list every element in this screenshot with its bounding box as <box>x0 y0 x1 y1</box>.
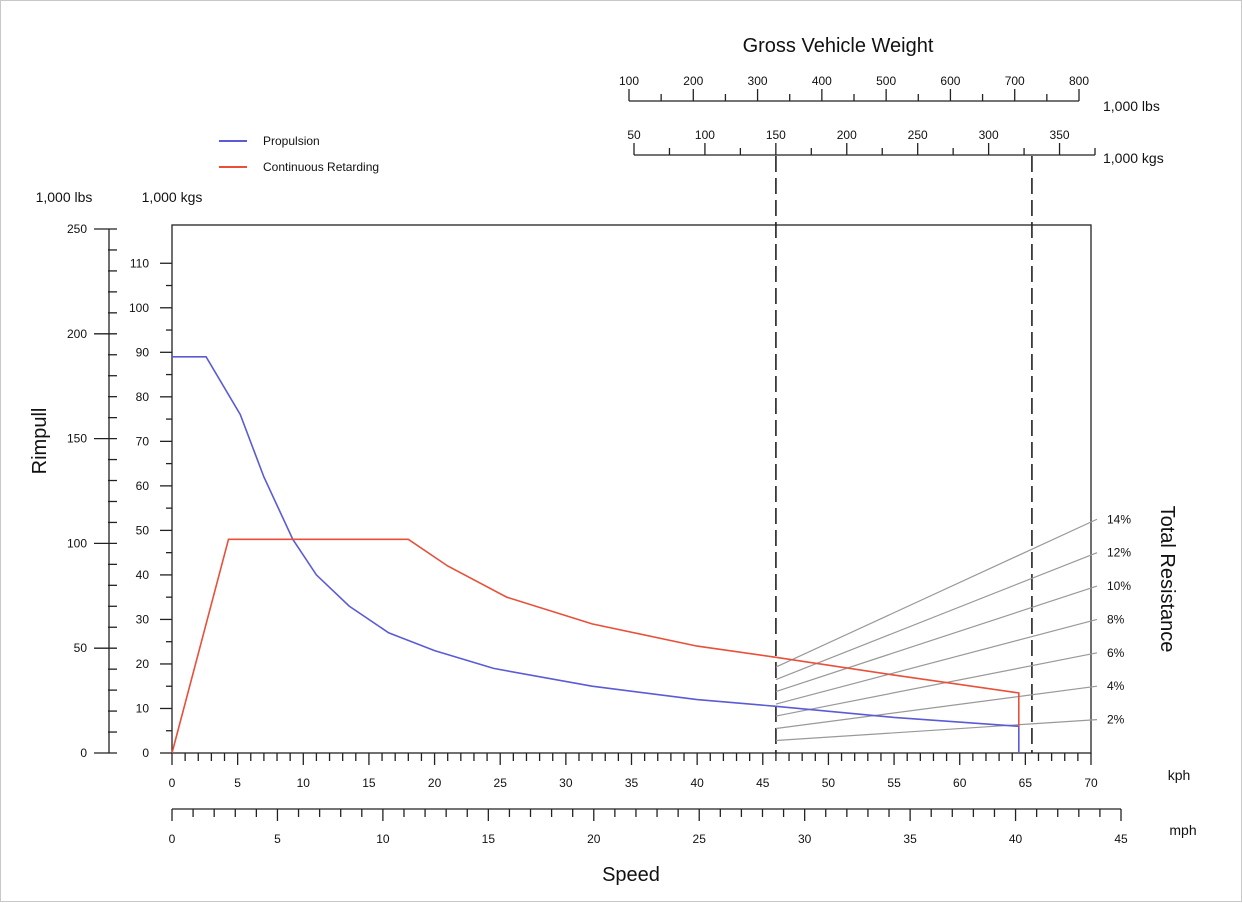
y-unit-lbs: 1,000 lbs <box>36 189 93 205</box>
y-lbs-tick-label: 50 <box>74 641 88 655</box>
x-kph-tick-label: 10 <box>297 776 311 790</box>
gvw-lbs-tick-label: 500 <box>876 74 896 88</box>
legend-label: Continuous Retarding <box>263 160 379 174</box>
y-kgs-tick-label: 20 <box>136 657 150 671</box>
gvw-kgs-tick-label: 100 <box>695 128 715 142</box>
x-mph-tick-label: 10 <box>376 832 390 846</box>
x-unit-kph: kph <box>1168 767 1191 783</box>
y-kgs-tick-label: 50 <box>136 523 150 537</box>
grade-label: 4% <box>1107 679 1125 693</box>
x-mph-tick-label: 0 <box>169 832 176 846</box>
gvw-kgs-tick-label: 50 <box>627 128 641 142</box>
y-kgs-tick-label: 40 <box>136 568 150 582</box>
y-kgs-tick-label: 90 <box>136 345 150 359</box>
gvw-lbs-tick-label: 800 <box>1069 74 1089 88</box>
x-kph-tick-label: 50 <box>822 776 836 790</box>
x-mph-tick-label: 25 <box>693 832 707 846</box>
x-mph-tick-label: 40 <box>1009 832 1023 846</box>
gvw-kgs-tick-label: 350 <box>1050 128 1070 142</box>
y-kgs-tick-label: 80 <box>136 390 150 404</box>
grade-label: 2% <box>1107 713 1125 727</box>
x-mph-tick-label: 5 <box>274 832 281 846</box>
y-kgs-tick-label: 30 <box>136 612 150 626</box>
gvw-title: Gross Vehicle Weight <box>743 35 934 57</box>
total-resistance-label: Total Resistance <box>1156 506 1178 653</box>
gvw-unit-lbs: 1,000 lbs <box>1103 98 1160 114</box>
y-kgs-tick-label: 110 <box>130 256 149 270</box>
x-mph-tick-label: 35 <box>903 832 917 846</box>
gvw-lbs-tick-label: 300 <box>748 74 768 88</box>
legend-label: Propulsion <box>263 134 320 148</box>
y-axis-label: Rimpull <box>29 408 51 475</box>
grade-label: 14% <box>1107 512 1131 526</box>
y-kgs-tick-label: 10 <box>136 701 150 715</box>
y-lbs-tick-label: 0 <box>80 746 87 760</box>
gvw-kgs-tick-label: 250 <box>908 128 928 142</box>
x-kph-tick-label: 60 <box>953 776 967 790</box>
x-mph-tick-label: 30 <box>798 832 812 846</box>
x-kph-tick-label: 35 <box>625 776 639 790</box>
x-axis-label: Speed <box>602 864 660 886</box>
gvw-lbs-tick-label: 200 <box>683 74 703 88</box>
gvw-lbs-tick-label: 400 <box>812 74 832 88</box>
x-unit-mph: mph <box>1169 822 1196 838</box>
plot-frame <box>172 225 1091 753</box>
y-unit-kgs: 1,000 kgs <box>142 189 203 205</box>
gvw-kgs-tick-label: 200 <box>837 128 857 142</box>
y-kgs-tick-label: 70 <box>136 434 150 448</box>
gvw-unit-kgs: 1,000 kgs <box>1103 150 1164 166</box>
x-mph-tick-label: 20 <box>587 832 601 846</box>
x-kph-tick-label: 55 <box>887 776 901 790</box>
y-kgs-tick-label: 60 <box>136 479 150 493</box>
y-lbs-tick-label: 250 <box>67 222 87 236</box>
gvw-kgs-tick-label: 150 <box>766 128 786 142</box>
gvw-kgs-tick-label: 300 <box>979 128 999 142</box>
y-lbs-tick-label: 200 <box>67 327 87 341</box>
x-mph-tick-label: 15 <box>482 832 496 846</box>
grade-line <box>776 519 1097 667</box>
y-kgs-tick-label: 100 <box>129 301 149 315</box>
x-kph-tick-label: 70 <box>1084 776 1098 790</box>
y-kgs-tick-label: 0 <box>142 746 149 760</box>
x-kph-tick-label: 45 <box>756 776 770 790</box>
gvw-lbs-tick-label: 700 <box>1005 74 1025 88</box>
x-kph-tick-label: 65 <box>1019 776 1033 790</box>
x-kph-tick-label: 30 <box>559 776 573 790</box>
x-kph-tick-label: 20 <box>428 776 442 790</box>
gvw-lbs-tick-label: 100 <box>619 74 639 88</box>
gvw-lbs-tick-label: 600 <box>940 74 960 88</box>
grade-label: 8% <box>1107 612 1125 626</box>
y-lbs-tick-label: 150 <box>67 432 87 446</box>
grade-label: 10% <box>1107 579 1131 593</box>
x-mph-tick-label: 45 <box>1114 832 1128 846</box>
x-kph-tick-label: 5 <box>234 776 241 790</box>
grade-line <box>776 553 1097 680</box>
series-line <box>172 539 1019 753</box>
x-kph-tick-label: 25 <box>494 776 508 790</box>
x-kph-tick-label: 0 <box>169 776 176 790</box>
y-lbs-tick-label: 100 <box>67 536 87 550</box>
x-kph-tick-label: 40 <box>690 776 704 790</box>
grade-label: 12% <box>1107 546 1131 560</box>
x-kph-tick-label: 15 <box>362 776 376 790</box>
grade-line <box>776 586 1097 692</box>
grade-label: 6% <box>1107 646 1125 660</box>
